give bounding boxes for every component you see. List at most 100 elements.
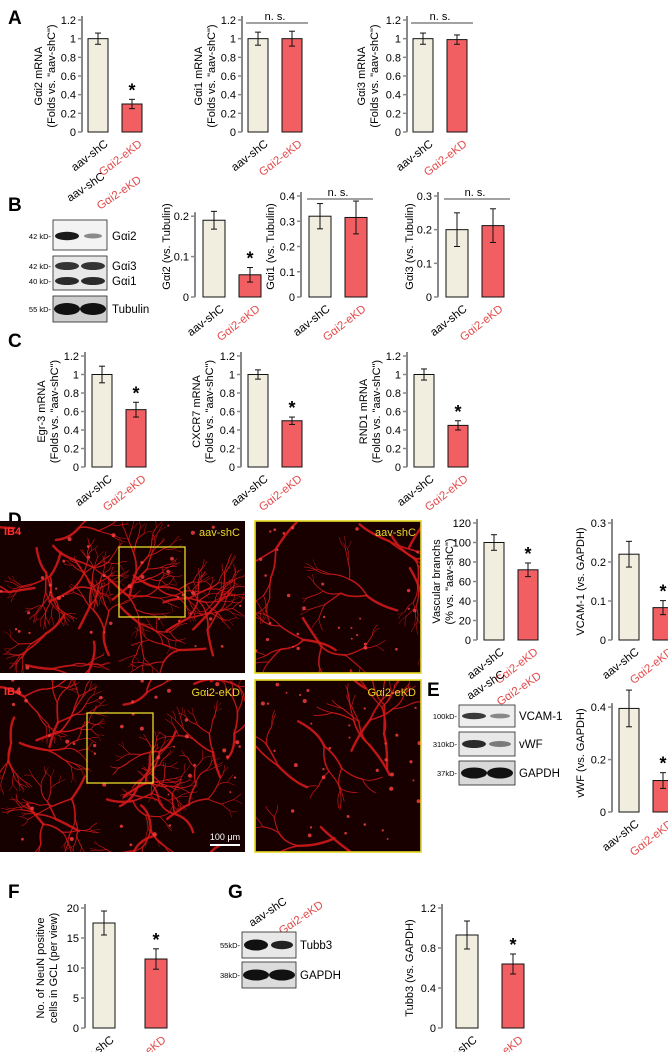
vessel — [179, 716, 185, 730]
vessel — [174, 675, 183, 679]
vessel — [162, 883, 169, 886]
vessel-tip — [139, 726, 144, 731]
vessel — [99, 592, 109, 598]
bar-kd — [652, 780, 668, 813]
vessel — [138, 662, 150, 666]
vessel — [255, 616, 262, 621]
vessel — [158, 523, 164, 532]
vessel-tip — [167, 524, 170, 527]
y-tick-label: 0.6 — [221, 71, 236, 83]
vessel-tip — [412, 608, 417, 613]
vessel — [147, 828, 156, 839]
vessel-tip — [193, 763, 197, 767]
vessel — [88, 737, 99, 739]
vessel — [184, 763, 186, 773]
vessel — [188, 585, 192, 593]
y-tick-label: 0 — [230, 127, 236, 139]
vessel — [171, 793, 176, 815]
vessel — [7, 652, 14, 657]
vessel — [280, 638, 305, 651]
vessel — [144, 814, 160, 818]
vessel — [107, 572, 115, 577]
vessel — [45, 591, 54, 607]
vessel-tip — [156, 755, 161, 760]
vessel-tip — [359, 617, 362, 620]
vessel-tip — [27, 611, 31, 615]
vessel — [102, 556, 106, 565]
vessel — [184, 709, 188, 719]
vessel — [243, 586, 245, 589]
vessel — [69, 689, 77, 693]
y-axis-title: No. of NeuN positive — [35, 918, 47, 1019]
vessel — [173, 812, 195, 834]
vessel — [16, 795, 18, 803]
vessel — [340, 787, 358, 793]
x-label-kd: Gαi2-eKD — [121, 1034, 168, 1052]
vessel — [112, 519, 118, 520]
vessel — [81, 768, 84, 776]
vessel-tip — [282, 532, 286, 535]
vessel — [141, 796, 160, 802]
vessel-tip — [177, 619, 181, 622]
vessel — [52, 544, 77, 562]
vessel — [417, 565, 421, 572]
vessel-tip — [290, 809, 295, 813]
vessel — [134, 656, 140, 663]
vessel — [45, 725, 48, 737]
vessel — [231, 695, 239, 713]
vessel-tip — [296, 646, 300, 651]
vessel — [368, 691, 383, 708]
vessel — [175, 639, 177, 647]
vessel — [57, 607, 61, 619]
vessel — [188, 597, 207, 604]
vessel — [391, 693, 405, 710]
y-tick-label: 0 — [395, 462, 401, 474]
vessel-tip — [191, 591, 196, 595]
vessel — [221, 563, 224, 574]
vessel-tip — [337, 626, 341, 629]
vessel — [73, 763, 82, 770]
vessel — [221, 609, 234, 615]
vessel — [238, 686, 245, 702]
vessel-tip — [409, 760, 413, 764]
vessel — [350, 718, 372, 752]
vessel — [182, 896, 190, 903]
vessel-tip — [273, 528, 277, 532]
vessel — [234, 570, 240, 577]
vessel — [82, 549, 87, 558]
vessel — [414, 616, 416, 627]
vessel — [29, 855, 31, 867]
vessel — [84, 666, 92, 673]
vessel — [312, 573, 315, 584]
vessel — [429, 658, 430, 669]
image-label-shc-zoom: aav-shC — [375, 527, 416, 539]
vessel-tip — [48, 583, 52, 587]
vessel — [139, 523, 146, 531]
vessel — [175, 779, 183, 783]
vessel — [231, 682, 234, 697]
blot-e-label-vcam1: VCAM-1 — [519, 711, 562, 723]
vessel-tip — [99, 695, 103, 700]
vessel — [148, 548, 164, 557]
vessel — [99, 714, 108, 717]
vessel — [87, 664, 101, 668]
vessel — [251, 690, 254, 697]
vessel — [117, 743, 125, 748]
vessel — [166, 824, 173, 832]
vessel — [98, 494, 99, 504]
vessel — [107, 561, 120, 565]
vessel — [231, 571, 236, 583]
vessel — [9, 663, 17, 669]
vessel — [66, 614, 73, 619]
vessel — [216, 912, 217, 922]
vessel — [417, 565, 421, 569]
vessel — [67, 832, 71, 845]
vessel — [110, 570, 119, 576]
vessel — [180, 868, 183, 876]
vessel — [452, 641, 457, 650]
vessel — [216, 781, 228, 787]
vessel — [179, 856, 193, 860]
vessel — [119, 581, 125, 587]
vessel — [341, 767, 364, 780]
vessel — [43, 619, 46, 630]
